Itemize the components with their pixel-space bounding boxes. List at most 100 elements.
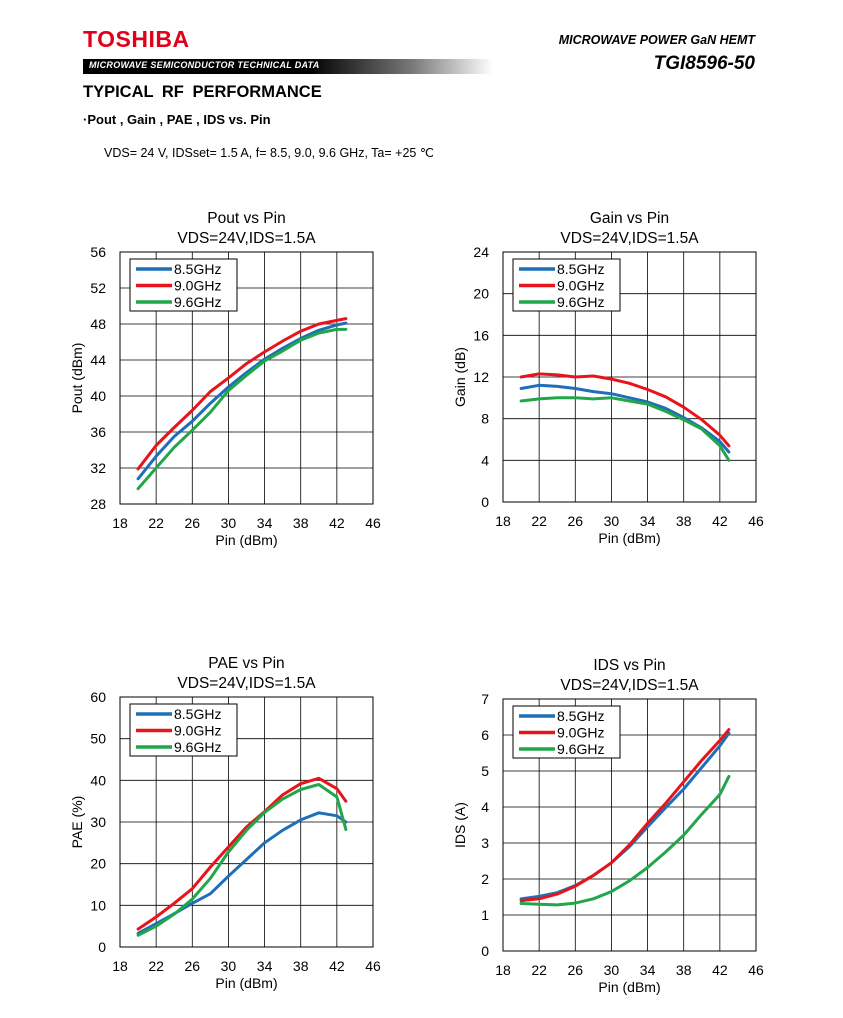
chart4-subtitle: VDS=24V,IDS=1.5A — [560, 677, 699, 694]
chart4-y-axis-label: IDS (A) — [452, 802, 468, 848]
chart2-x-tick-label: 42 — [712, 513, 728, 529]
chart1-x-axis-label: Pin (dBm) — [215, 532, 277, 548]
chart1-x-tick-label: 22 — [148, 515, 164, 531]
chart2-y-tick-label: 20 — [473, 286, 489, 302]
chart3-title: PAE vs Pin — [208, 655, 284, 672]
chart2-plot-frame — [502, 251, 757, 503]
chart3-legend-label-1: 9.0GHz — [174, 723, 221, 739]
banner-text: MICROWAVE SEMICONDUCTOR TECHNICAL DATA — [89, 60, 320, 70]
chart2-x-tick-label: 46 — [748, 513, 764, 529]
chart1-y-tick-label: 48 — [90, 316, 106, 332]
chart3-x-tick-label: 18 — [112, 958, 128, 974]
chart1-series-line-1 — [136, 317, 348, 471]
chart2-legend-label-1: 9.0GHz — [557, 278, 604, 294]
chart1-y-tick-label: 52 — [90, 280, 106, 296]
chart1-y-axis-label: Pout (dBm) — [69, 343, 85, 414]
chart3-y-axis-label: PAE (%) — [69, 796, 85, 849]
chart4-x-tick-label: 42 — [712, 962, 728, 978]
chart2-series-line-2 — [519, 396, 731, 462]
chart1-y-tick-label: 40 — [90, 388, 106, 404]
chart1-subtitle: VDS=24V,IDS=1.5A — [177, 230, 316, 247]
chart3-x-axis-label: Pin (dBm) — [215, 975, 277, 991]
chart3-series-line-2 — [136, 783, 348, 937]
section-subtitle: ·Pout , Gain , PAE , IDS vs. Pin — [83, 112, 271, 127]
chart1-plot-frame — [119, 251, 374, 505]
chart3-x-tick-label: 22 — [148, 958, 164, 974]
chart1-y-tick-label: 56 — [90, 244, 106, 260]
chart4-y-tick-label: 7 — [481, 691, 489, 707]
product-type: MICROWAVE POWER GaN HEMT — [558, 33, 755, 47]
chart4-legend-label-1: 9.0GHz — [557, 725, 604, 741]
chart4-y-tick-label: 2 — [481, 871, 489, 887]
chart3-y-tick-label: 60 — [90, 689, 106, 705]
chart3-y-tick-label: 0 — [98, 939, 106, 955]
chart2-y-tick-label: 0 — [481, 494, 489, 510]
chart1-y-tick-label: 32 — [90, 460, 106, 476]
chart2-y-tick-label: 24 — [473, 244, 489, 260]
chart2-x-tick-label: 22 — [531, 513, 547, 529]
chart1-series-line-0 — [136, 321, 348, 481]
chart2-x-tick-label: 26 — [567, 513, 583, 529]
chart1-x-tick-label: 18 — [112, 515, 128, 531]
chart3-y-tick-label: 40 — [90, 772, 106, 788]
chart2-x-axis-label: Pin (dBm) — [598, 530, 660, 546]
chart3-y-tick-label: 30 — [90, 814, 106, 830]
chart4-y-tick-label: 4 — [481, 799, 489, 815]
chart3-plot-frame — [119, 696, 374, 948]
chart4-x-tick-label: 18 — [495, 962, 511, 978]
chart3-x-tick-label: 38 — [293, 958, 309, 974]
chart2-legend-label-0: 8.5GHz — [557, 261, 604, 277]
test-conditions: VDS= 24 V, IDSset= 1.5 A, f= 8.5, 9.0, 9… — [104, 146, 434, 160]
chart4-series-line-2 — [519, 774, 731, 907]
chart4-x-tick-label: 34 — [640, 962, 656, 978]
chart4-x-axis-label: Pin (dBm) — [598, 979, 660, 995]
chart3-legend-label-0: 8.5GHz — [174, 706, 221, 722]
chart3-x-tick-label: 46 — [365, 958, 381, 974]
chart3-x-tick-label: 34 — [257, 958, 273, 974]
chart1-x-tick-label: 26 — [184, 515, 200, 531]
chart2-title: Gain vs Pin — [590, 210, 669, 227]
chart2-y-tick-label: 16 — [473, 327, 489, 343]
chart1-x-tick-label: 34 — [257, 515, 273, 531]
chart1-x-tick-label: 42 — [329, 515, 345, 531]
chart2-y-tick-label: 12 — [473, 369, 489, 385]
chart2-x-tick-label: 30 — [604, 513, 620, 529]
chart2-y-tick-label: 8 — [481, 411, 489, 427]
section-title: TYPICAL RF PERFORMANCE — [83, 83, 322, 101]
chart1-x-tick-label: 38 — [293, 515, 309, 531]
chart2-y-axis-label: Gain (dB) — [452, 347, 468, 407]
chart3-x-tick-label: 42 — [329, 958, 345, 974]
chart1-series-line-2 — [136, 327, 348, 491]
brand-logo: TOSHIBA — [83, 26, 190, 52]
chart4-x-tick-label: 38 — [676, 962, 692, 978]
chart3-legend-label-2: 9.6GHz — [174, 739, 221, 755]
tech-data-banner: MICROWAVE SEMICONDUCTOR TECHNICAL DATA — [83, 59, 493, 74]
chart3-y-tick-label: 10 — [90, 897, 106, 913]
chart4-y-tick-label: 6 — [481, 727, 489, 743]
chart2-legend-label-2: 9.6GHz — [557, 294, 604, 310]
chart3-subtitle: VDS=24V,IDS=1.5A — [177, 675, 316, 692]
chart1-legend-label-0: 8.5GHz — [174, 261, 221, 277]
chart4-y-tick-label: 1 — [481, 907, 489, 923]
chart2-series-line-1 — [519, 372, 731, 448]
chart4-plot-frame — [502, 698, 757, 952]
chart1-y-tick-label: 44 — [90, 352, 106, 368]
chart1-legend-label-2: 9.6GHz — [174, 294, 221, 310]
chart4-x-tick-label: 22 — [531, 962, 547, 978]
chart4-x-tick-label: 26 — [567, 962, 583, 978]
chart4-x-tick-label: 46 — [748, 962, 764, 978]
chart4-title: IDS vs Pin — [593, 657, 665, 674]
chart4-y-tick-label: 0 — [481, 943, 489, 959]
chart2-y-tick-label: 4 — [481, 452, 489, 468]
chart4-legend-label-0: 8.5GHz — [557, 708, 604, 724]
chart2-subtitle: VDS=24V,IDS=1.5A — [560, 230, 699, 247]
chart2-x-tick-label: 38 — [676, 513, 692, 529]
chart1-x-tick-label: 46 — [365, 515, 381, 531]
chart1-y-tick-label: 36 — [90, 424, 106, 440]
chart3-y-tick-label: 20 — [90, 856, 106, 872]
chart3-x-tick-label: 26 — [184, 958, 200, 974]
chart3-y-tick-label: 50 — [90, 731, 106, 747]
chart1-x-tick-label: 30 — [221, 515, 237, 531]
chart4-series-line-1 — [519, 728, 731, 903]
chart1-y-tick-label: 28 — [90, 496, 106, 512]
